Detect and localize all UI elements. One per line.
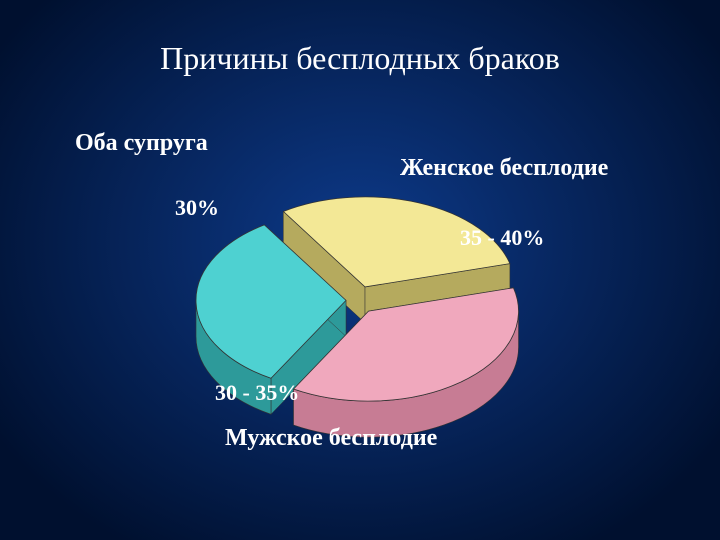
label-both: Оба супруга xyxy=(75,130,208,157)
pct-both: 30% xyxy=(175,195,219,221)
pie-chart-3d xyxy=(0,0,720,540)
label-female: Женское бесплодие xyxy=(400,155,608,182)
pct-male: 30 - 35% xyxy=(215,380,299,406)
label-male: Мужское бесплодие xyxy=(225,425,437,452)
pct-female: 35 - 40% xyxy=(460,225,544,251)
slide-root: Причины бесплодных браков Оба супруга Же… xyxy=(0,0,720,540)
